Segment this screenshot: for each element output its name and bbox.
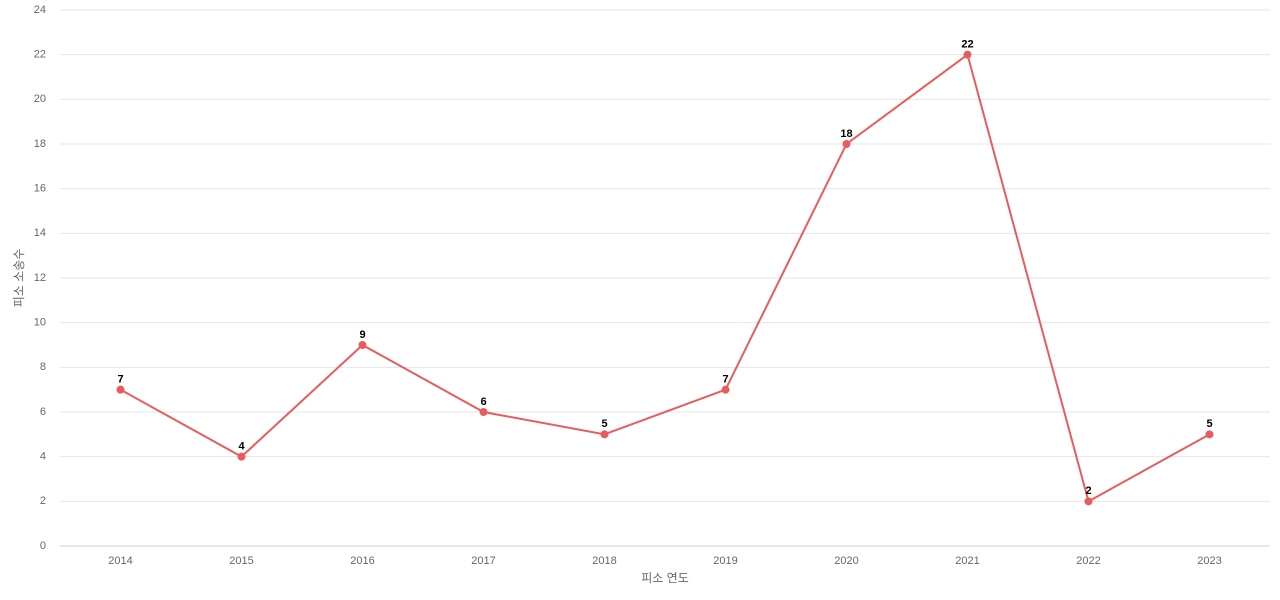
line xyxy=(120,52,1210,503)
x-tick-label: 2017 xyxy=(471,555,495,567)
y-tick-label: 8 xyxy=(40,361,46,373)
value-label: 22 xyxy=(961,39,973,51)
point xyxy=(1084,497,1093,506)
point xyxy=(237,452,246,461)
value-label: 5 xyxy=(1206,418,1212,430)
y-tick-label: 20 xyxy=(34,93,46,105)
point xyxy=(842,140,851,148)
y-tick-label: 4 xyxy=(40,451,46,463)
x-tick-label: 2014 xyxy=(108,555,132,567)
x-tick-label: 2019 xyxy=(713,555,737,567)
x-axis-label: 피소 연도 xyxy=(641,571,689,585)
value-label: 2 xyxy=(1085,485,1091,497)
value-label: 7 xyxy=(117,374,123,386)
y-tick-label: 12 xyxy=(34,272,46,284)
x-tick-label: 2015 xyxy=(229,555,253,567)
y-axis-label: 피소 소송수 xyxy=(12,249,26,308)
x-tick-label: 2018 xyxy=(592,555,616,567)
x-tick-label: 2020 xyxy=(834,555,858,567)
x-tick-label: 2023 xyxy=(1197,555,1221,567)
value-label: 18 xyxy=(840,128,852,140)
y-tick-label: 18 xyxy=(34,138,46,150)
y-tick-label: 0 xyxy=(40,540,46,552)
value-label: 9 xyxy=(359,329,365,341)
point xyxy=(1205,430,1214,439)
y-tick-label: 2 xyxy=(40,495,46,507)
y-tick-label: 16 xyxy=(34,183,46,195)
point xyxy=(963,50,972,59)
y-tick-label: 14 xyxy=(34,227,46,239)
x-tick-label: 2016 xyxy=(350,555,374,567)
y-tick-label: 22 xyxy=(34,49,46,61)
point xyxy=(721,385,730,394)
point xyxy=(116,385,125,394)
value-label: 6 xyxy=(480,396,486,408)
point xyxy=(479,408,488,416)
point xyxy=(358,341,367,349)
value-label: 5 xyxy=(601,418,607,430)
x-tick-label: 2021 xyxy=(955,555,979,567)
x-tick-label: 2022 xyxy=(1076,555,1100,567)
value-label: 7 xyxy=(722,374,728,386)
y-tick-label: 6 xyxy=(40,406,46,418)
y-tick-label: 10 xyxy=(34,317,46,329)
point xyxy=(600,430,609,439)
y-tick-label: 24 xyxy=(34,4,46,16)
value-label: 4 xyxy=(238,441,245,453)
